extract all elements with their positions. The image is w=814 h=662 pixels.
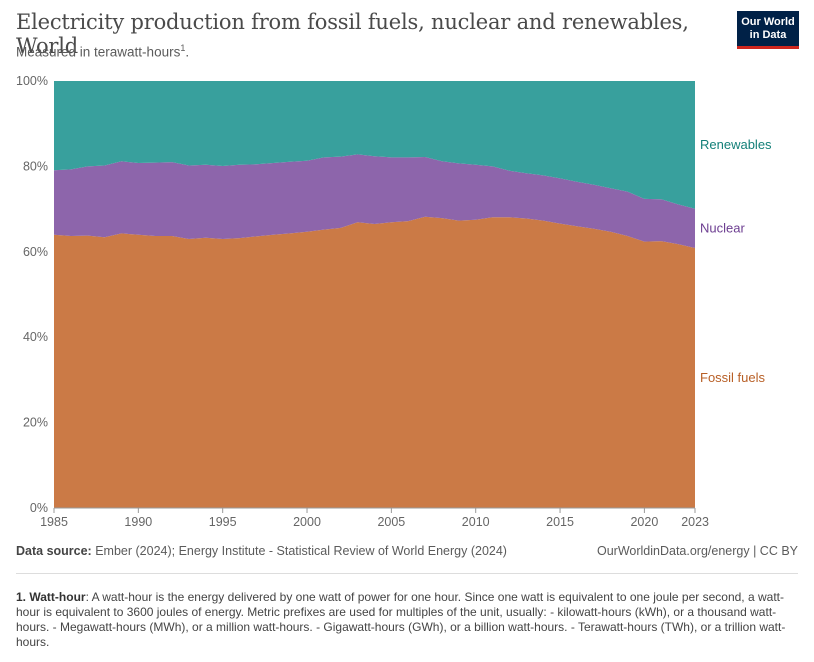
y-tick-label: 0%	[30, 501, 48, 515]
x-tick-label: 2000	[293, 515, 321, 529]
logo-line-1: Our World	[741, 16, 795, 28]
source-text: Ember (2024); Energy Institute - Statist…	[91, 544, 507, 558]
note-number: 1.	[16, 590, 27, 604]
chart-title: Electricity production from fossil fuels…	[16, 10, 689, 58]
owid-logo[interactable]: Our World in Data	[737, 11, 799, 49]
x-tick-label: 2023	[681, 515, 709, 529]
x-tick-label: 1985	[40, 515, 68, 529]
subtitle-end: .	[185, 44, 190, 60]
x-tick-label: 2010	[462, 515, 490, 529]
note-term: Watt-hour	[29, 590, 86, 604]
x-tick-label: 1990	[124, 515, 152, 529]
note-text: : A watt-hour is the energy delivered by…	[16, 590, 786, 649]
y-tick-label: 80%	[23, 159, 48, 173]
footnote: 1. Watt-hour: A watt-hour is the energy …	[16, 590, 791, 650]
y-tick-label: 20%	[23, 416, 48, 430]
chart-subtitle: Measured in terawatt-hours1.	[16, 43, 189, 60]
area-nuclear[interactable]	[54, 154, 695, 248]
x-tick-label: 2005	[377, 515, 405, 529]
logo-line-2: in Data	[749, 29, 787, 41]
x-tick-label: 2020	[630, 515, 658, 529]
area-renewables[interactable]	[54, 81, 695, 209]
subtitle-text: Measured in terawatt-hours	[16, 44, 181, 60]
credit-link[interactable]: OurWorldinData.org/energy | CC BY	[596, 544, 798, 558]
y-tick-label: 40%	[23, 330, 48, 344]
x-tick-label: 2015	[546, 515, 574, 529]
y-tick-label: 60%	[23, 245, 48, 259]
footer-divider	[16, 573, 798, 574]
source-label: Data source:	[16, 544, 92, 558]
footnote-mark[interactable]: 1	[180, 43, 186, 53]
series-label-renewables[interactable]: Renewables	[700, 137, 772, 152]
stacked-area-chart[interactable]: 0% 20% 40% 60% 80% 100% 1985 1990 1995 2000 2005 20…	[0, 70, 814, 530]
series-label-fossil-fuels[interactable]: Fossil fuels	[700, 370, 766, 385]
y-tick-label: 100%	[16, 74, 48, 88]
series-label-nuclear[interactable]: Nuclear	[700, 220, 745, 235]
data-source: Data source: Ember (2024); Energy Instit…	[16, 544, 507, 558]
x-tick-label: 1995	[209, 515, 237, 529]
area-fossil-fuels[interactable]	[54, 216, 695, 509]
